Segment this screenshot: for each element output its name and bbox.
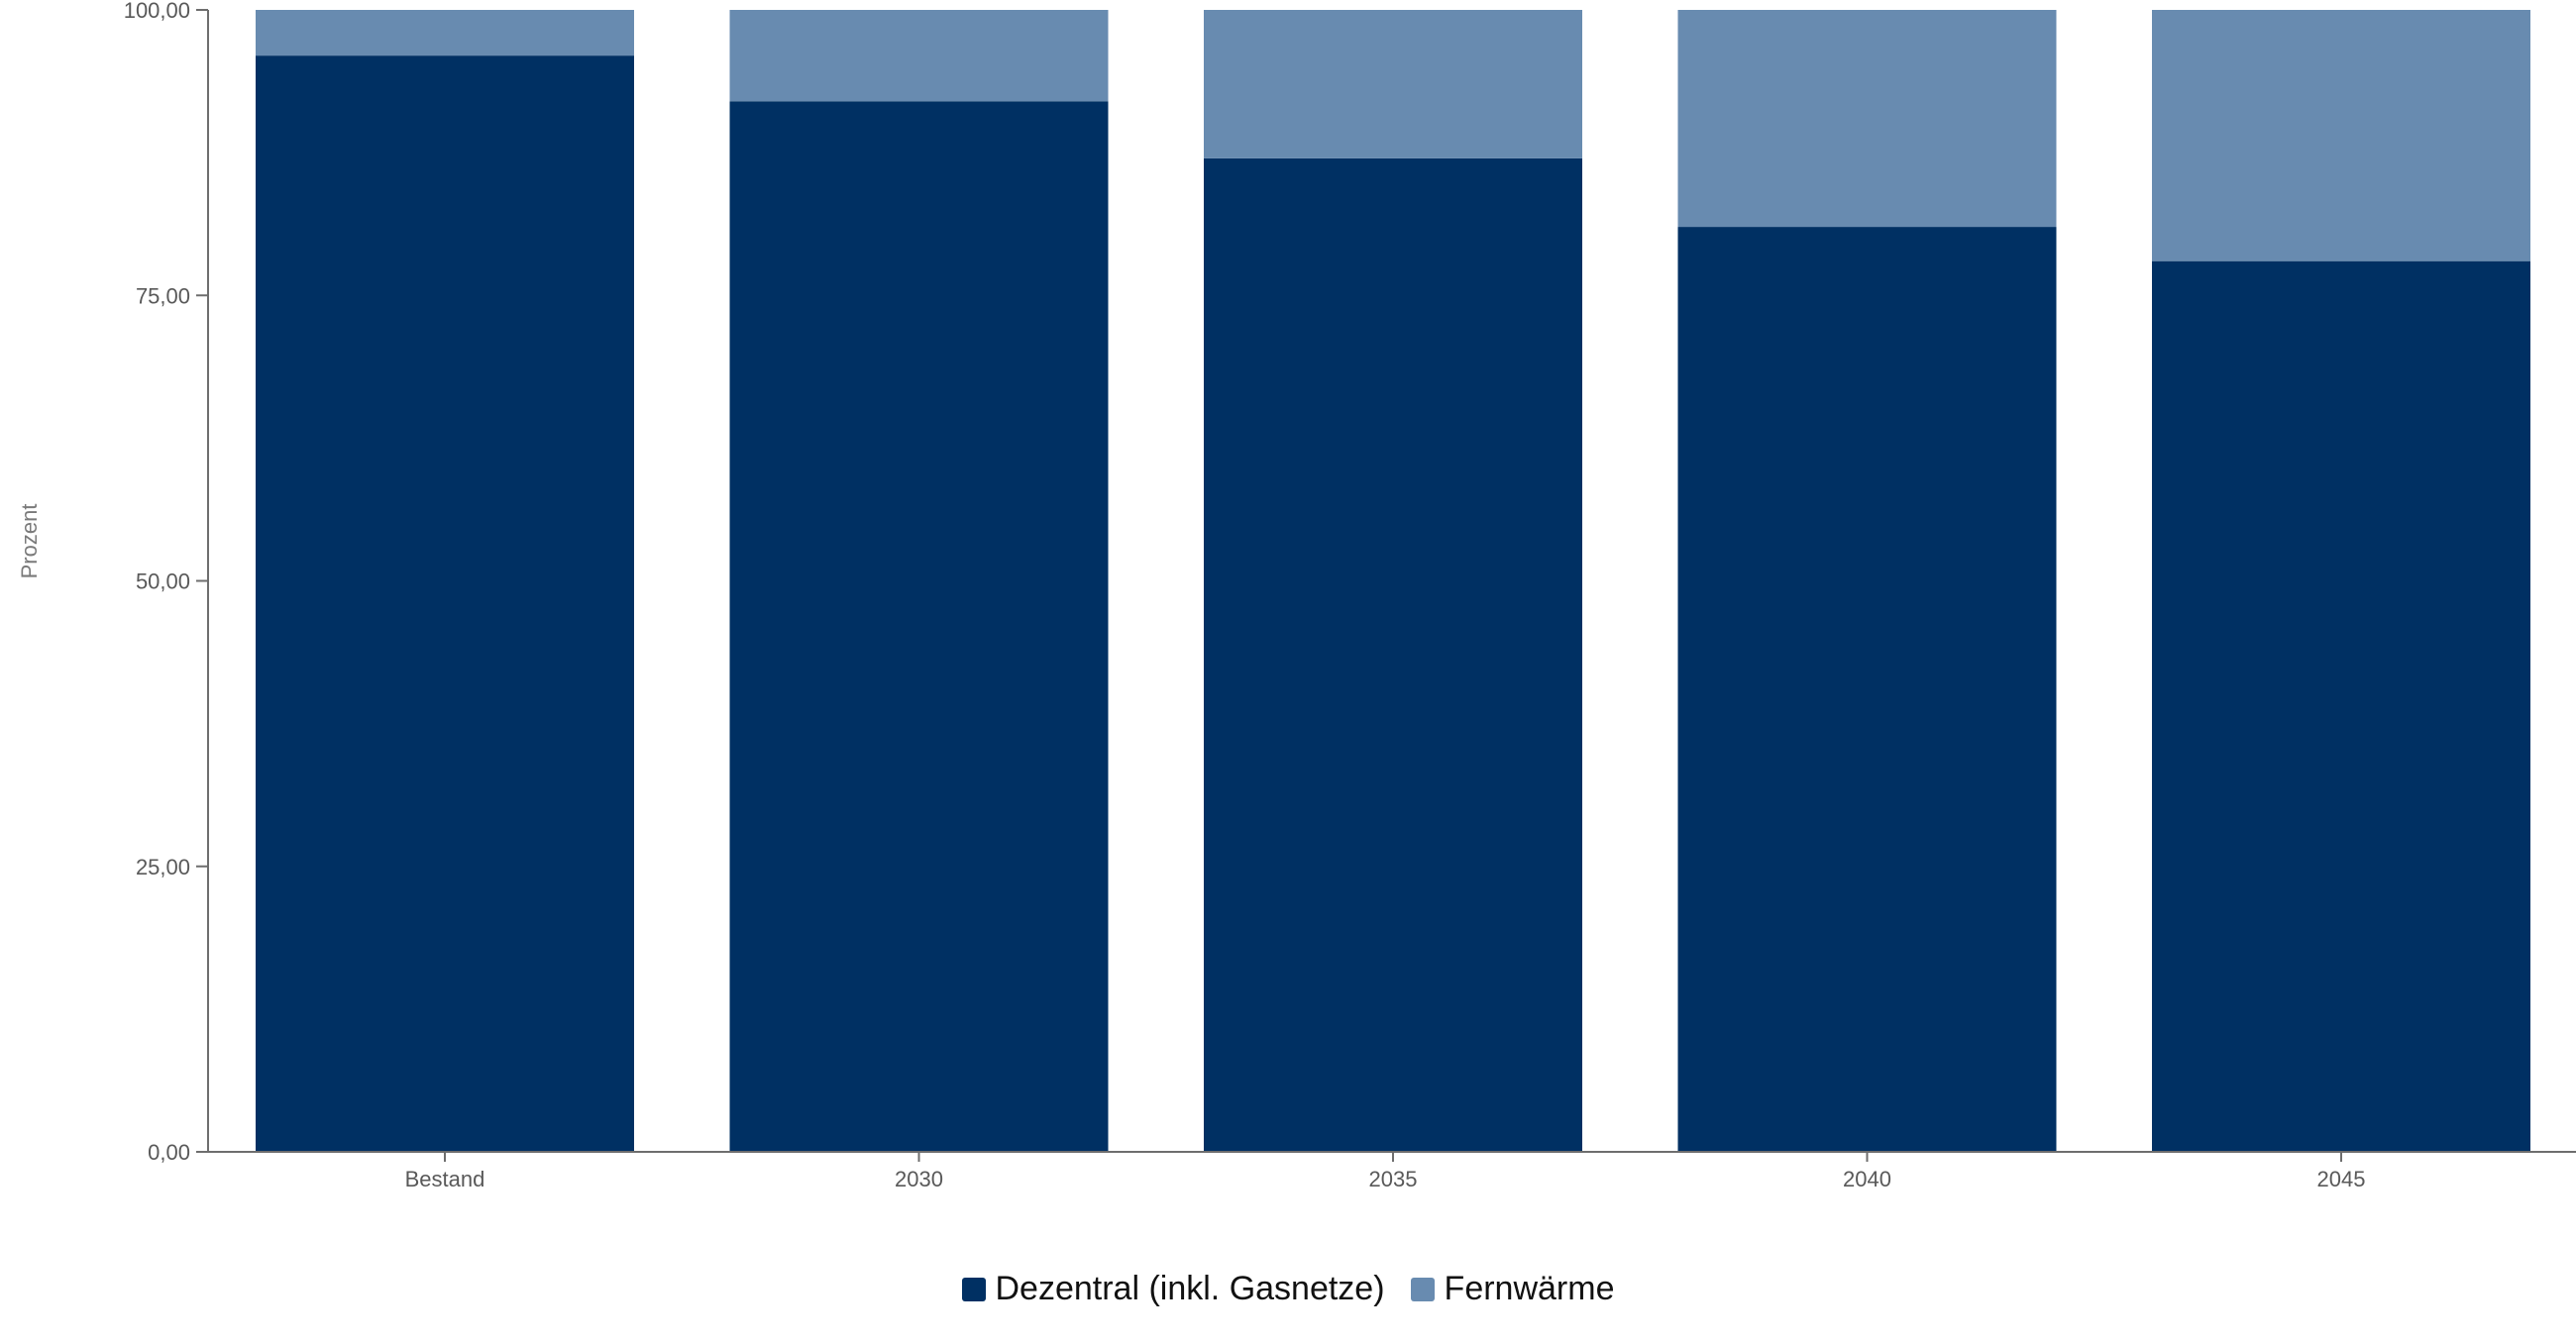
bar-fernwaerme-bestand: [256, 10, 634, 56]
legend-swatch-fernwaerme: [1410, 1277, 1435, 1301]
y-tick-label: 50,00: [136, 569, 190, 594]
x-tick-label: Bestand: [405, 1167, 485, 1191]
bar-fernwaerme-2030: [729, 10, 1109, 102]
x-tick-label: 2030: [895, 1167, 943, 1191]
bar-fernwaerme-2045: [2152, 10, 2530, 261]
bar-dezentral-2045: [2152, 260, 2530, 1152]
bar-fernwaerme-2035: [1204, 10, 1582, 158]
bar-dezentral-2035: [1204, 157, 1582, 1152]
legend: Dezentral (inkl. Gasnetze) Fernwärme: [0, 1270, 2576, 1308]
y-tick-label: 100,00: [124, 0, 190, 23]
bar-dezentral-bestand: [256, 55, 634, 1153]
y-axis-title: Prozent: [17, 504, 42, 579]
bar-fernwaerme-2040: [1677, 10, 2057, 228]
legend-label-dezentral: Dezentral (inkl. Gasnetze): [995, 1270, 1385, 1307]
y-tick-label: 0,00: [148, 1140, 190, 1165]
y-tick-label: 25,00: [136, 855, 190, 879]
legend-swatch-dezentral: [961, 1277, 986, 1301]
x-tick-label: 2040: [1843, 1167, 1891, 1191]
legend-item-dezentral: Dezentral (inkl. Gasnetze): [961, 1270, 1385, 1308]
legend-item-fernwaerme: Fernwärme: [1410, 1270, 1615, 1308]
bar-dezentral-2030: [729, 101, 1109, 1153]
y-tick-label: 75,00: [136, 283, 190, 308]
legend-label-fernwaerme: Fernwärme: [1444, 1270, 1615, 1307]
bar-dezentral-2040: [1677, 227, 2057, 1152]
x-tick-label: 2045: [2317, 1167, 2366, 1191]
bars-layer: [256, 10, 2530, 1153]
x-tick-label: 2035: [1369, 1167, 1418, 1191]
axes-layer: Bestand 2030 2035 2040 2045 0,00 25,00 50,00 75,…: [124, 0, 2576, 1191]
